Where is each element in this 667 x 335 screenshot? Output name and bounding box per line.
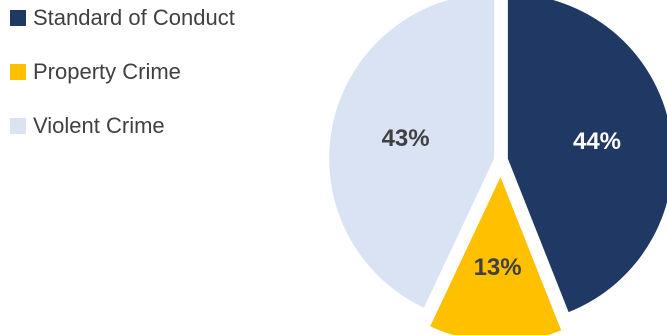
chart-legend: Standard of Conduct Property Crime Viole… xyxy=(10,4,235,166)
pie-slice-percentage-label: 43% xyxy=(382,125,430,152)
legend-label: Standard of Conduct xyxy=(33,4,235,30)
pie-slice-standard-of-conduct xyxy=(507,0,667,313)
legend-item-property-crime: Property Crime xyxy=(10,58,235,85)
legend-swatch xyxy=(10,117,26,134)
pie-slice-property-crime xyxy=(430,176,562,335)
pie-slice-violent-crime xyxy=(329,0,495,308)
legend-item-violent-crime: Violent Crime xyxy=(10,112,235,139)
legend-swatch xyxy=(10,63,26,80)
legend-label: Violent Crime xyxy=(33,112,165,138)
legend-label: Property Crime xyxy=(33,58,181,84)
legend-swatch xyxy=(10,9,26,26)
legend-item-standard-of-conduct: Standard of Conduct xyxy=(10,4,235,31)
pie-slice-percentage-label: 13% xyxy=(474,254,522,281)
pie-slice-percentage-label: 44% xyxy=(573,128,621,155)
